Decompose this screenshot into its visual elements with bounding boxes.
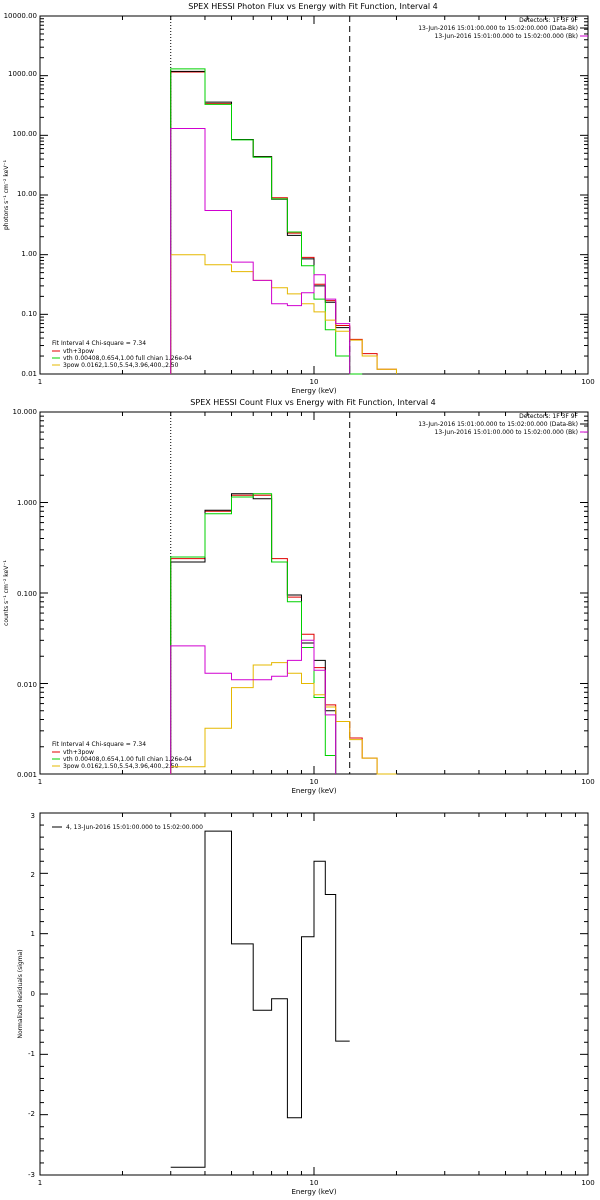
photon-ytick-label: 1000.00 [8,70,37,78]
residuals-ytick-label: -2 [28,1110,35,1118]
count-ytick-label: 1.000 [17,499,37,507]
photon-axis-ticks [39,15,588,375]
residuals-ytick-label: -1 [28,1050,35,1058]
photon-fit-info: Fit Interval 4 Chi-square = 7.34 [52,340,146,347]
residuals-ytick-label: 1 [31,930,35,938]
residuals-ytick-label: -3 [28,1171,35,1179]
count-fit-info: Fit Interval 4 Chi-square = 7.34 [52,741,146,748]
residuals-x-axis-label: Energy (keV) [291,1188,336,1196]
count-legend-total: vth+3pow [63,749,94,756]
photon-series-vth [170,68,363,375]
photon-xtick-label: 1 [38,378,42,386]
photon-xtick-label: 10 [310,378,319,386]
count-series-vth [170,493,337,774]
residuals-xtick-label: 100 [581,1179,594,1187]
count-legend-vth: vth 0.00408,0.654,1.00 full chian 1.26e-… [63,756,192,763]
count-x-axis-label: Energy (keV) [291,787,336,795]
photon-detectors-label: Detectors: 1F 3F 9F [519,17,578,24]
photon-legend-vth: vth 0.00408,0.654,1.00 full chian 1.26e-… [63,355,192,362]
residuals-ytick-label: 3 [31,812,35,820]
count-ytick-label: 0.010 [17,681,37,689]
photon-plot-frame [39,15,589,375]
photon-legend-data-bk: 13-Jun-2016 15:01:00.000 to 15:02:00.000… [418,25,578,32]
photon-series [170,68,397,375]
photon-ytick-label: 10.00 [17,190,37,198]
photon-xtick-label: 100 [581,378,594,386]
count-detectors-label: Detectors: 1F 3F 9F [519,413,578,420]
count-flux-panel: SPEX HESSI Count Flux vs Energy with Fit… [3,398,595,795]
residuals-series [170,830,350,1168]
photon-ytick-label: 10000.00 [4,12,37,20]
photon-ytick-label: 0.01 [21,370,37,378]
count-series-bk [170,639,337,774]
residuals-panel: 3 2 1 0 -1 -2 -3 1 10 100 Energy (keV) N… [17,812,595,1196]
count-ytick-label: 0.001 [17,771,37,779]
count-xtick-label: 100 [581,778,594,786]
count-plot-frame [39,411,589,775]
count-legend-bk: 13-Jun-2016 15:01:00.000 to 15:02:00.000… [435,429,578,436]
photon-ytick-label: 100.00 [13,130,38,138]
count-y-axis-label: counts s⁻¹ cm⁻² keV⁻¹ [3,560,10,626]
residuals-ytick-label: 0 [31,990,35,998]
count-ytick-label: 10.000 [13,408,38,416]
photon-series-bk [170,128,351,374]
photon-ytick-label: 0.10 [21,310,37,318]
photon-x-axis-label: Energy (keV) [291,387,336,395]
photon-series-data-bk [170,70,351,374]
count-axis-ticks [39,411,588,775]
residuals-legend: 4, 13-Jun-2016 15:01:00.000 to 15:02:00.… [66,824,203,831]
residuals-xtick-label: 1 [38,1179,42,1187]
photon-y-axis-label: photons s⁻¹ cm⁻² keV⁻¹ [3,159,10,230]
residuals-axis-ticks [39,812,588,1176]
photon-flux-panel: SPEX HESSI Photon Flux vs Energy with Fi… [3,2,595,395]
count-flux-title: SPEX HESSI Count Flux vs Energy with Fit… [190,398,435,407]
residuals-y-axis-label: Normalized Residuals (sigma) [17,949,24,1038]
photon-series-vth-3pow [170,71,397,374]
residuals-series-4-13-jun-2016-15-01-00-000-to-15-02-00-000 [170,830,350,1168]
photon-series-3pow [170,254,397,374]
count-series [170,493,397,775]
photon-legend-pow: 3pow 0.0162,1.50,5.54,3.96,400.,2.50 [63,362,179,369]
count-ytick-label: 0.100 [17,590,37,598]
count-legend-data-bk: 13-Jun-2016 15:01:00.000 to 15:02:00.000… [418,421,578,428]
photon-legend-total: vth+3pow [63,348,94,355]
count-legend-pow: 3pow 0.0162,1.50,5.54,3.96,400.,2.50 [63,763,179,770]
count-xtick-label: 10 [310,778,319,786]
photon-flux-title: SPEX HESSI Photon Flux vs Energy with Fi… [188,2,438,11]
residuals-ytick-label: 2 [31,871,35,879]
photon-legend-bk: 13-Jun-2016 15:01:00.000 to 15:02:00.000… [435,33,578,40]
count-xtick-label: 1 [38,778,42,786]
residuals-xtick-label: 10 [310,1179,319,1187]
photon-ytick-label: 1.00 [21,250,37,258]
count-series-3pow [170,662,397,775]
